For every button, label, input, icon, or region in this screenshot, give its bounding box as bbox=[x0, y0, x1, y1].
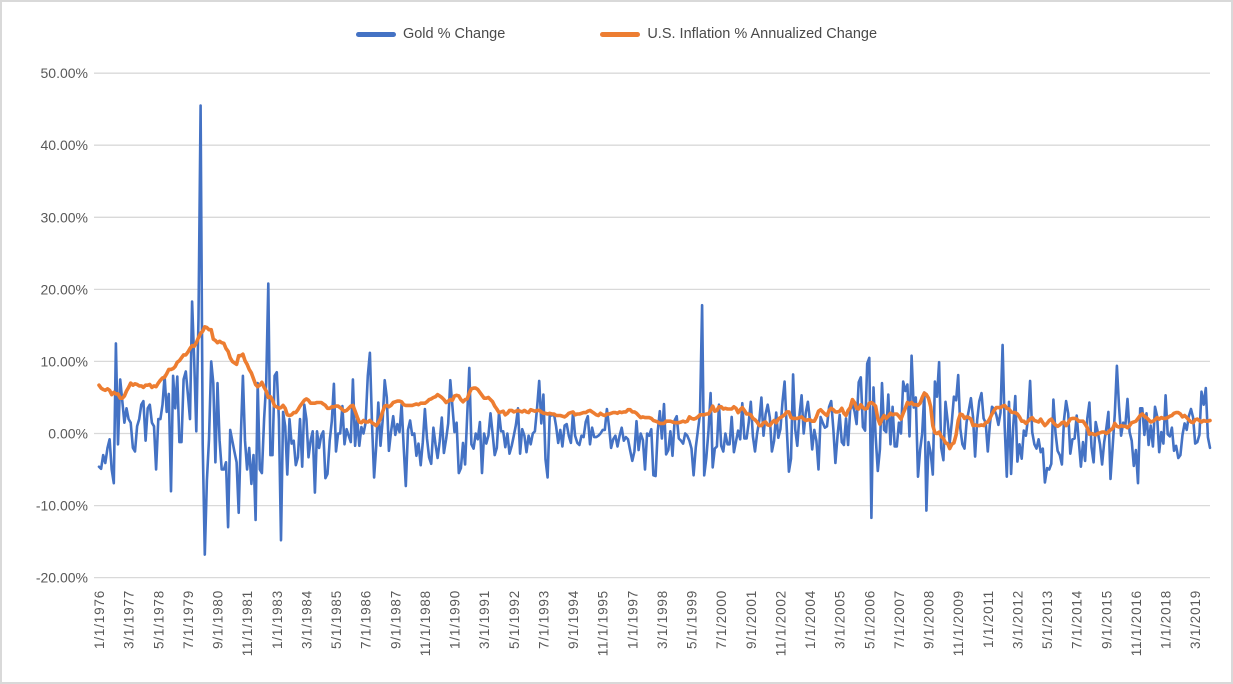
chart-legend: Gold % Change U.S. Inflation % Annualize… bbox=[2, 22, 1231, 46]
legend-item-gold: Gold % Change bbox=[355, 26, 506, 42]
x-axis-label: 7/1/1986 bbox=[359, 590, 374, 649]
x-axis-label: 11/1/2016 bbox=[1129, 590, 1144, 656]
x-axis-label: 11/1/1988 bbox=[418, 590, 433, 656]
y-axis-label: -20.00% bbox=[36, 570, 88, 586]
x-axis-label: 11/1/1981 bbox=[240, 590, 255, 656]
y-axis-label: 20.00% bbox=[41, 281, 88, 297]
y-axis-label: -10.00% bbox=[36, 498, 88, 514]
x-axis-label: 1/1/1976 bbox=[92, 590, 107, 649]
x-axis-label: 5/1/1985 bbox=[329, 590, 344, 649]
inflation-line-swatch bbox=[600, 31, 641, 37]
y-axis-label: 0.00% bbox=[48, 426, 88, 442]
inflation-series-line bbox=[97, 324, 1212, 451]
x-axis-label: 1/1/2011 bbox=[981, 590, 996, 648]
x-axis-label: 9/1/1987 bbox=[388, 590, 403, 649]
x-axis-label: 1/1/2004 bbox=[803, 590, 818, 649]
x-axis-label: 5/1/1978 bbox=[151, 590, 166, 649]
x-axis-label: 7/1/2000 bbox=[714, 590, 729, 649]
x-axis-label: 7/1/1979 bbox=[181, 590, 196, 649]
legend-item-inflation: U.S. Inflation % Annualized Change bbox=[600, 26, 877, 42]
x-axis-label: 1/1/1990 bbox=[448, 590, 463, 649]
x-axis-label: 1/1/1983 bbox=[270, 590, 285, 649]
x-axis-label: 3/1/1991 bbox=[477, 590, 492, 649]
x-axis-label: 5/1/2006 bbox=[862, 590, 877, 649]
x-axis-label: 11/1/2009 bbox=[951, 590, 966, 656]
x-axis-label: 1/1/1997 bbox=[625, 590, 640, 649]
y-axis-label: 40.00% bbox=[41, 137, 88, 153]
y-axis-label: 30.00% bbox=[41, 209, 88, 225]
x-axis-label: 9/1/2008 bbox=[922, 590, 937, 649]
x-axis-label: 11/1/1995 bbox=[596, 590, 611, 656]
x-axis-label: 9/1/2001 bbox=[744, 590, 759, 649]
x-axis-label: 5/1/1999 bbox=[685, 590, 700, 649]
gold-line-swatch bbox=[355, 31, 396, 37]
x-axis-label: 9/1/1980 bbox=[211, 590, 226, 649]
x-axis-label: 3/1/1984 bbox=[299, 590, 314, 649]
x-axis-label: 3/1/1998 bbox=[655, 590, 670, 649]
gold-legend-label: Gold % Change bbox=[402, 26, 506, 42]
x-axis-label: 3/1/2005 bbox=[833, 590, 848, 649]
x-axis-label: 5/1/1992 bbox=[507, 590, 522, 649]
y-axis-label: 50.00% bbox=[41, 65, 88, 81]
x-axis-label: 11/1/2002 bbox=[773, 590, 788, 656]
x-axis-label: 5/1/2013 bbox=[1040, 590, 1055, 649]
x-axis-label: 7/1/1993 bbox=[536, 590, 551, 649]
gold-series-line bbox=[97, 104, 1212, 556]
x-axis-label: 7/1/2007 bbox=[892, 590, 907, 649]
x-axis-label: 7/1/2014 bbox=[1070, 590, 1085, 649]
x-axis-label: 9/1/2015 bbox=[1099, 590, 1114, 649]
x-axis-label: 3/1/2019 bbox=[1188, 590, 1203, 649]
y-axis-label: 10.00% bbox=[41, 353, 88, 369]
x-axis-label: 3/1/1977 bbox=[122, 590, 137, 649]
x-axis-label: 3/1/2012 bbox=[1010, 590, 1025, 649]
x-axis-label: 1/1/2018 bbox=[1159, 590, 1174, 649]
inflation-legend-label: U.S. Inflation % Annualized Change bbox=[647, 26, 878, 42]
x-axis-label: 9/1/1994 bbox=[566, 590, 581, 649]
